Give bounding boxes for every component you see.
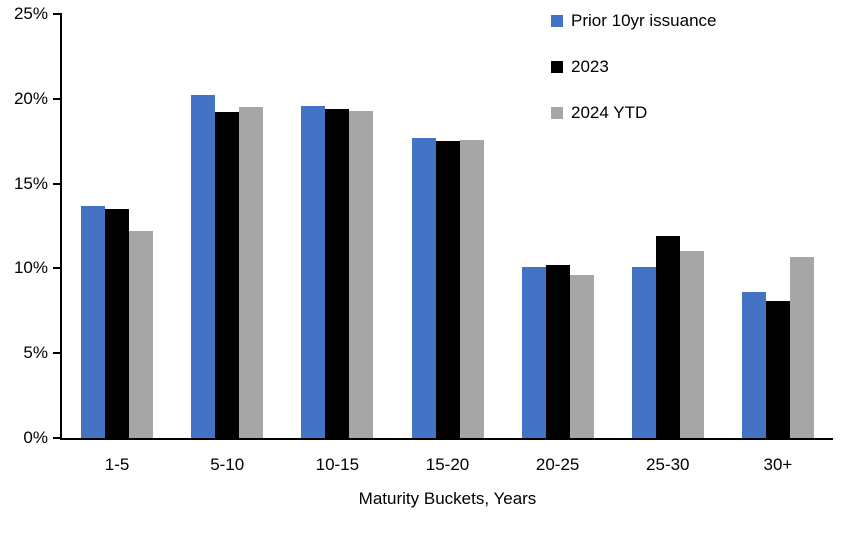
y-tick-mark <box>53 437 61 439</box>
legend-swatch-icon <box>551 107 563 119</box>
bar-prior-10yr-issuance-20-25 <box>521 266 546 438</box>
bar-2024-ytd-30+ <box>789 256 814 438</box>
bar-2024-ytd-15-20 <box>459 139 484 438</box>
bar-prior-10yr-issuance-5-10 <box>191 95 216 438</box>
legend-label: Prior 10yr issuance <box>571 11 717 30</box>
bar-prior-10yr-issuance-10-15 <box>301 105 326 438</box>
bar-2023-15-20 <box>435 141 460 438</box>
y-axis-line <box>60 13 62 440</box>
y-tick-label: 15% <box>13 173 48 193</box>
x-axis-line <box>60 438 833 440</box>
legend: Prior 10yr issuance 2023 2024 YTD <box>551 10 717 148</box>
bar-2024-ytd-5-10 <box>239 107 264 438</box>
legend-label: 2024 YTD <box>571 103 648 122</box>
y-tick-label: 10% <box>13 258 48 278</box>
x-tick-label: 20-25 <box>535 455 580 474</box>
bar-prior-10yr-issuance-30+ <box>741 292 766 438</box>
legend-swatch-icon <box>551 15 563 27</box>
legend-label: 2023 <box>571 57 609 76</box>
y-tick-label: 0% <box>23 428 48 447</box>
x-tick-label: 25-30 <box>646 455 690 474</box>
bar-2023-25-30 <box>655 236 680 438</box>
y-tick-mark <box>53 97 61 100</box>
x-tick-label: 1-5 <box>104 455 130 474</box>
x-tick-label: 5-10 <box>210 455 245 474</box>
y-tick-mark <box>53 267 61 270</box>
y-tick-label: 5% <box>23 343 48 363</box>
legend-item: 2023 <box>551 56 717 78</box>
y-tick-label: 25% <box>13 4 48 23</box>
bar-2023-20-25 <box>545 265 570 438</box>
x-tick-label: 30+ <box>763 455 793 474</box>
x-tick-label: 10-15 <box>315 455 360 474</box>
bar-2023-30+ <box>765 300 790 438</box>
bar-2024-ytd-1-5 <box>129 231 154 438</box>
bar-prior-10yr-issuance-1-5 <box>81 205 106 438</box>
x-axis-title: Maturity Buckets, Years <box>358 489 537 508</box>
y-tick-mark <box>53 13 61 15</box>
x-tick-label: 15-20 <box>425 455 470 474</box>
legend-item: Prior 10yr issuance <box>551 10 717 32</box>
y-tick-label: 20% <box>13 88 48 108</box>
y-tick-mark <box>53 182 61 185</box>
bar-2023-1-5 <box>105 209 130 438</box>
legend-swatch-icon <box>551 61 563 73</box>
bar-prior-10yr-issuance-15-20 <box>411 137 436 438</box>
y-tick-mark <box>53 352 61 355</box>
bar-2024-ytd-20-25 <box>569 275 594 438</box>
bar-prior-10yr-issuance-25-30 <box>631 266 656 438</box>
bar-2024-ytd-25-30 <box>679 251 704 438</box>
bar-2023-5-10 <box>215 112 240 438</box>
bar-2023-10-15 <box>325 108 350 438</box>
bar-2024-ytd-10-15 <box>349 110 374 438</box>
legend-item: 2024 YTD <box>551 102 717 124</box>
